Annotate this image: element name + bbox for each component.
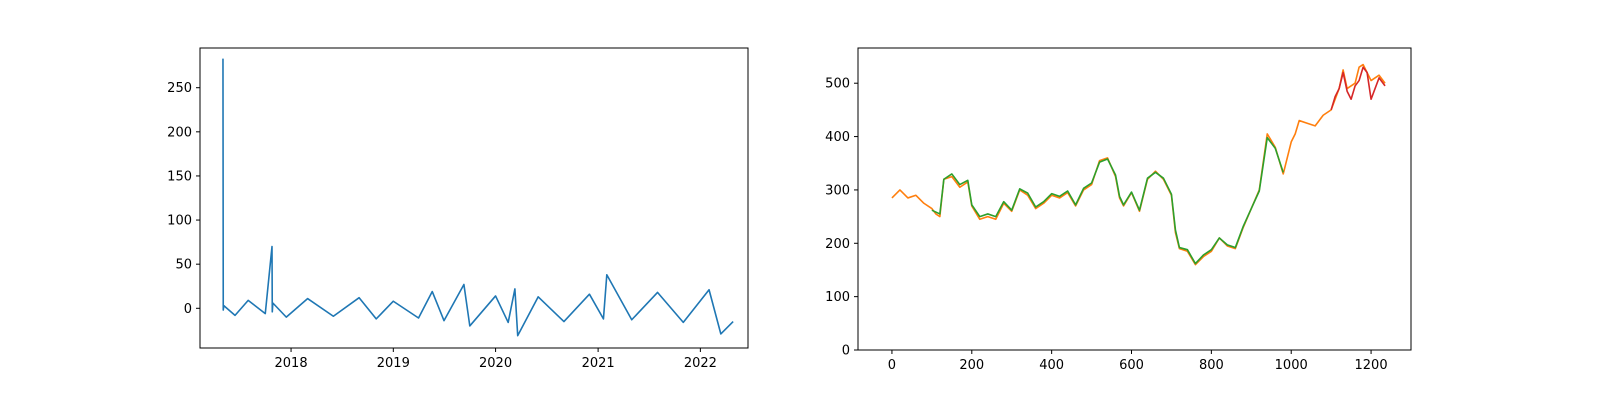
y-tick-label: 150 — [167, 169, 192, 184]
y-tick-label: 0 — [842, 344, 850, 359]
x-tick-label: 200 — [959, 358, 984, 373]
axes-frame — [857, 47, 1412, 351]
chart-left-daily-change: 2018 2019 2020 2021 2022 0 50 100 150 200 250 — [167, 47, 749, 371]
y-tick-label: 0 — [184, 302, 192, 317]
x-tick-label: 400 — [1039, 358, 1064, 373]
y-tick-label: 100 — [167, 214, 192, 229]
y-tick-label: 100 — [825, 290, 850, 305]
y-tick-label: 200 — [167, 125, 192, 140]
x-tick-label: 2020 — [479, 356, 512, 371]
x-tick-label: 1200 — [1355, 358, 1388, 373]
y-tick-label: 400 — [825, 130, 850, 145]
y-tick-label: 500 — [825, 77, 850, 92]
series-line-0-0 — [222, 58, 734, 337]
x-tick-label: 2018 — [275, 356, 308, 371]
x-tick-label: 2021 — [582, 356, 615, 371]
x-tick-label: 800 — [1199, 358, 1224, 373]
x-tick-label: 600 — [1119, 358, 1144, 373]
y-tick-label: 200 — [825, 237, 850, 252]
y-tick-label: 50 — [175, 258, 192, 273]
series-line-1-2 — [1330, 66, 1386, 111]
axes-frame — [199, 47, 749, 349]
chart-right-price-predictions: 0 200 400 600 800 1000 1200 0 100 200 300 400 500 — [825, 47, 1412, 373]
series-line-1-0 — [891, 63, 1386, 266]
x-tick-label: 0 — [888, 358, 896, 373]
y-tick-label: 250 — [167, 81, 192, 96]
y-tick-label: 300 — [825, 183, 850, 198]
series-line-1-1 — [931, 136, 1284, 265]
x-tick-label: 1000 — [1275, 358, 1308, 373]
x-tick-label: 2019 — [377, 356, 410, 371]
x-tick-label: 2022 — [684, 356, 717, 371]
